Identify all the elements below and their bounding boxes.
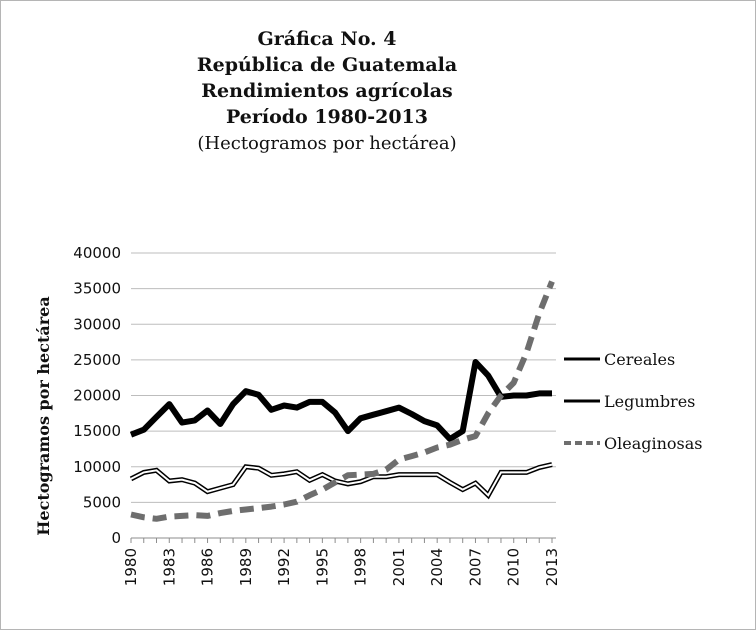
x-tick-label: 2007 [466, 548, 484, 586]
y-tick-label: 0 [111, 529, 121, 547]
y-tick-label: 30000 [73, 315, 121, 333]
x-tick-label: 1992 [275, 548, 293, 586]
legend-oleaginosas-label: Oleaginosas [604, 434, 703, 453]
y-tick-label: 40000 [73, 244, 121, 262]
y-tick-label: 20000 [73, 387, 121, 405]
series-legumbres-line-inner [130, 463, 553, 497]
chart-subtitle: (Hectogramos por hectárea) [197, 133, 456, 154]
x-tick-label: 1998 [352, 548, 370, 586]
x-tick-label: 1980 [122, 548, 140, 586]
series-lines [129, 280, 555, 522]
x-tick-label: 2001 [390, 548, 408, 586]
y-tick-label: 10000 [73, 458, 121, 476]
chart-title: Gráfica No. 4 República de Guatemala Ren… [197, 28, 457, 154]
legend: Cereales Legumbres Oleaginosas [564, 350, 703, 453]
y-tick-label: 5000 [83, 493, 121, 511]
series-oleaginosas-line [130, 280, 555, 522]
y-tick-label: 15000 [73, 422, 121, 440]
x-tick-label: 2010 [505, 548, 523, 586]
legend-cereales-label: Cereales [604, 350, 675, 369]
y-tick-label: 25000 [73, 351, 121, 369]
x-tick-label: 1986 [199, 548, 217, 586]
y-tick-labels: 0 5000 10000 15000 20000 25000 30000 35000 40000 [73, 244, 121, 547]
series-cereales-line [129, 359, 552, 442]
x-tick-label: 2004 [428, 548, 446, 586]
title-line-3: Rendimientos agrícolas [201, 80, 452, 102]
y-axis-label: Hectogramos por hectárea [34, 296, 53, 535]
title-line-2: República de Guatemala [197, 54, 457, 76]
x-tick-label: 2013 [543, 548, 561, 586]
x-tick-label: 1995 [313, 548, 331, 586]
x-tick-label: 1983 [160, 548, 178, 586]
legend-legumbres-label: Legumbres [604, 392, 695, 411]
y-tick-label: 35000 [73, 280, 121, 298]
title-line-4: Período 1980-2013 [226, 106, 428, 128]
gridlines [130, 252, 556, 543]
x-tick-label: 1989 [237, 548, 255, 586]
x-tick-labels: 1980 1983 1986 1989 1992 1995 1998 2001 2004 2007… [122, 548, 561, 586]
title-line-1: Gráfica No. 4 [257, 28, 396, 50]
series-legumbres-line [129, 462, 553, 500]
